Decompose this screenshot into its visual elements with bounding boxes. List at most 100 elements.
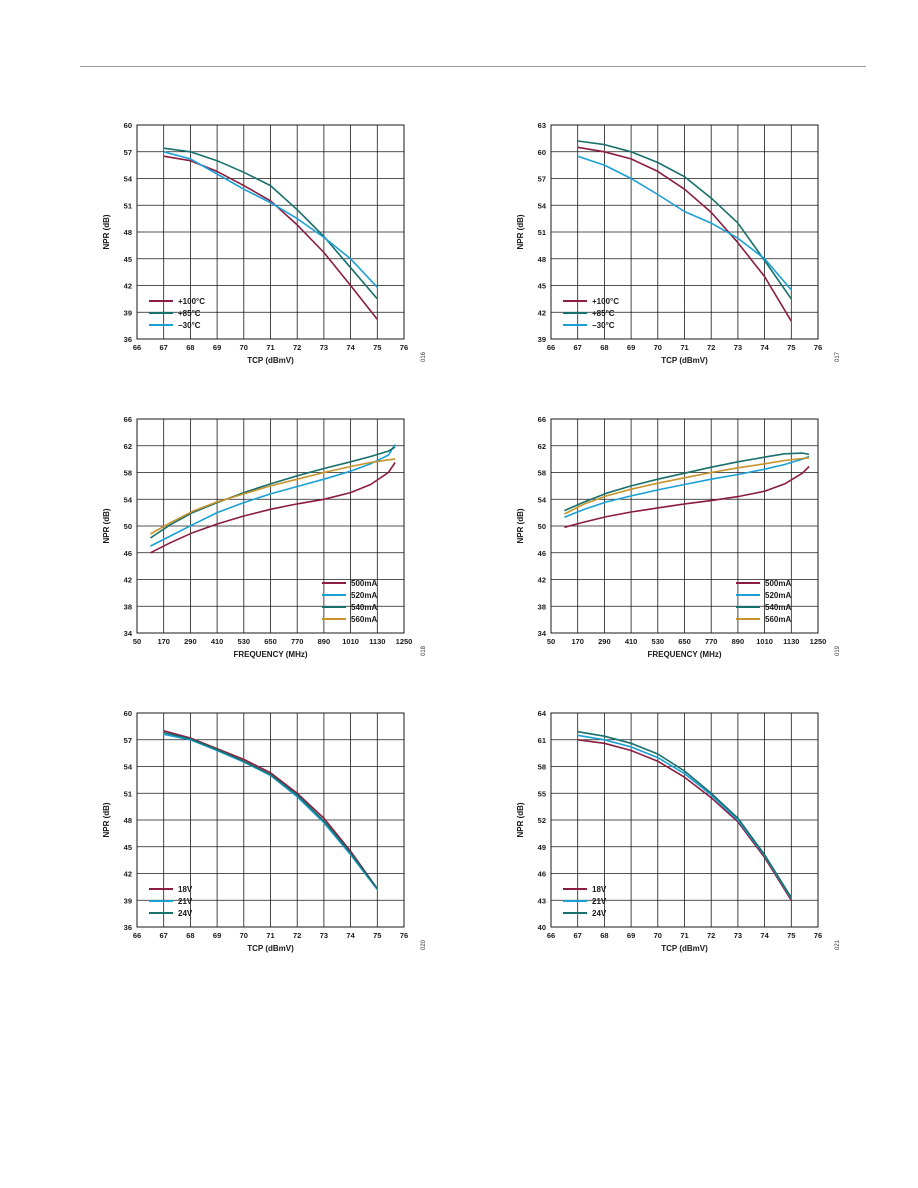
series-line-3 xyxy=(163,151,378,288)
y-tick-label: 48 xyxy=(124,816,132,825)
y-tick-label: 51 xyxy=(538,228,546,237)
y-tick-label: 51 xyxy=(124,789,132,798)
x-tick-label: 70 xyxy=(654,343,662,352)
legend-label: 520mA xyxy=(351,591,377,600)
y-axis-label: NPR (dB) xyxy=(516,214,525,249)
x-tick-label: 70 xyxy=(240,931,248,940)
x-tick-label: 1010 xyxy=(756,637,773,646)
y-axis-label: NPR (dB) xyxy=(516,802,525,837)
x-tick-label: 290 xyxy=(598,637,611,646)
y-tick-label: 54 xyxy=(538,495,547,504)
legend-label: 18V xyxy=(178,885,193,894)
x-axis-label: TCP (dBmV) xyxy=(661,356,708,365)
y-tick-label: 48 xyxy=(538,255,546,264)
y-tick-label: 66 xyxy=(538,415,546,424)
y-tick-label: 54 xyxy=(124,175,133,184)
legend-label: 24V xyxy=(178,909,193,918)
x-tick-label: 1250 xyxy=(810,637,827,646)
legend-label: 18V xyxy=(592,885,607,894)
legend-label: 560mA xyxy=(765,615,791,624)
y-tick-label: 51 xyxy=(124,201,132,210)
x-tick-label: 75 xyxy=(373,931,381,940)
legend-label: 500mA xyxy=(765,579,791,588)
series-line-4 xyxy=(564,457,810,515)
series-line-3 xyxy=(577,730,792,899)
y-tick-label: 63 xyxy=(538,121,546,130)
x-tick-label: 72 xyxy=(293,931,301,940)
x-tick-label: 770 xyxy=(705,637,718,646)
y-tick-label: 50 xyxy=(124,522,132,531)
y-tick-label: 42 xyxy=(124,282,132,291)
y-tick-label: 54 xyxy=(124,763,133,772)
legend-label: +85°C xyxy=(592,309,615,318)
chart-npr-vs-frequency-bias-b: 50 170 290 410 530 650 770 890 1010 1130 1250 34 38 4… xyxy=(516,415,841,659)
x-tick-label: 71 xyxy=(680,931,688,940)
x-tick-label: 71 xyxy=(266,931,274,940)
x-axis-label: FREQUENCY (MHz) xyxy=(647,650,721,659)
series-line-1 xyxy=(150,462,396,554)
legend-label: −30°C xyxy=(178,321,201,330)
y-axis-label: NPR (dB) xyxy=(516,508,525,543)
x-tick-label: 67 xyxy=(574,931,582,940)
y-tick-label: 36 xyxy=(124,335,132,344)
x-tick-label: 74 xyxy=(760,931,769,940)
x-tick-label: 68 xyxy=(186,343,194,352)
y-tick-label: 60 xyxy=(124,709,132,718)
plot-frame xyxy=(136,124,405,340)
header-rule xyxy=(80,66,866,67)
x-tick-label: 66 xyxy=(133,343,141,352)
y-tick-label: 42 xyxy=(538,576,546,585)
series-line-2 xyxy=(564,455,810,519)
x-tick-label: 70 xyxy=(240,343,248,352)
x-tick-label: 66 xyxy=(547,343,555,352)
y-tick-label: 62 xyxy=(538,442,546,451)
y-tick-label: 58 xyxy=(124,469,132,478)
y-tick-label: 66 xyxy=(124,415,132,424)
x-tick-label: 76 xyxy=(814,343,822,352)
y-axis-label: NPR (dB) xyxy=(102,508,111,543)
x-tick-label: 410 xyxy=(211,637,224,646)
y-tick-label: 42 xyxy=(124,576,132,585)
y-tick-label: 46 xyxy=(124,549,132,558)
chart-npr-vs-tcp-temperature-a: 66 67 68 69 70 71 72 73 74 75 76 36 39 42 45 48 51 54 57 60… xyxy=(102,121,427,365)
series-line-1 xyxy=(564,465,810,529)
y-tick-label: 57 xyxy=(538,175,546,184)
x-tick-label: 72 xyxy=(293,343,301,352)
x-tick-label: 650 xyxy=(678,637,691,646)
x-tick-label: 69 xyxy=(627,343,635,352)
x-tick-label: 69 xyxy=(213,343,221,352)
x-tick-label: 76 xyxy=(814,931,822,940)
figure-number: 018 xyxy=(421,645,427,656)
x-tick-label: 1010 xyxy=(342,637,359,646)
x-tick-label: 72 xyxy=(707,343,715,352)
chart-npr-vs-tcp-supply-b: 66 67 68 69 70 71 72 73 74 75 76 40 43 46 49 52 55 58 61 64… xyxy=(516,709,841,953)
y-tick-label: 46 xyxy=(538,549,546,558)
x-tick-label: 68 xyxy=(600,931,608,940)
x-tick-label: 66 xyxy=(133,931,141,940)
y-tick-label: 50 xyxy=(538,522,546,531)
legend-label: 540mA xyxy=(351,603,377,612)
y-tick-label: 39 xyxy=(124,308,132,317)
legend-label: +100°C xyxy=(178,297,205,306)
x-tick-label: 75 xyxy=(373,343,381,352)
x-tick-label: 67 xyxy=(574,343,582,352)
legend-label: +100°C xyxy=(592,297,619,306)
series-line-3 xyxy=(577,155,792,291)
x-tick-label: 74 xyxy=(346,343,355,352)
x-tick-label: 70 xyxy=(654,931,662,940)
series-line-1 xyxy=(577,739,792,901)
figure-number: 019 xyxy=(835,645,841,656)
x-tick-label: 1130 xyxy=(783,637,799,646)
legend-label: 500mA xyxy=(351,579,377,588)
x-tick-label: 50 xyxy=(133,637,141,646)
legend-label: 21V xyxy=(592,897,607,906)
x-tick-label: 76 xyxy=(400,343,408,352)
x-tick-label: 770 xyxy=(291,637,304,646)
x-tick-label: 76 xyxy=(400,931,408,940)
y-tick-label: 64 xyxy=(538,709,547,718)
y-tick-label: 46 xyxy=(538,870,546,879)
y-tick-label: 36 xyxy=(124,923,132,932)
x-tick-label: 74 xyxy=(760,343,769,352)
x-axis-label: TCP (dBmV) xyxy=(661,944,708,953)
x-tick-label: 890 xyxy=(732,637,745,646)
